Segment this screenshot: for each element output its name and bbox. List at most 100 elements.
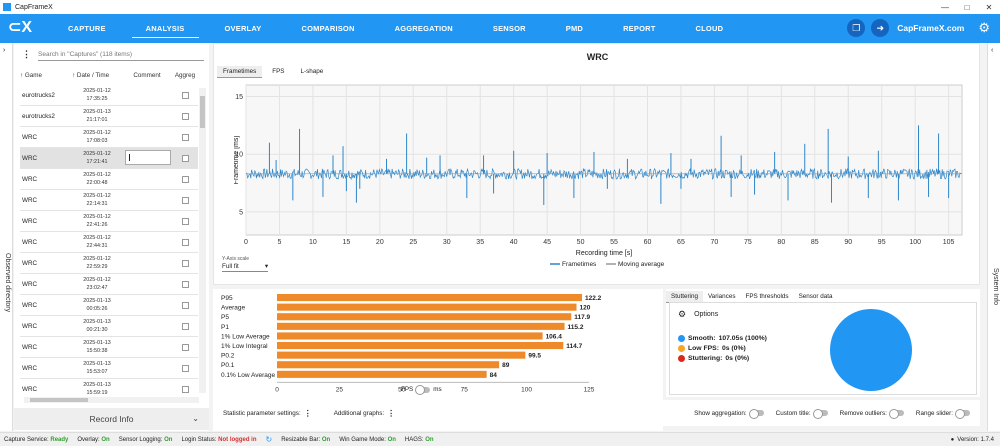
chart-tab-frametimes[interactable]: Frametimes bbox=[217, 66, 263, 78]
fps-ms-toggle[interactable]: FPS ms bbox=[401, 385, 442, 395]
capture-comment[interactable] bbox=[122, 358, 172, 378]
more-vert-icon[interactable]: ⋮ bbox=[22, 49, 31, 59]
system-info-sidebar[interactable]: ‹ System Info bbox=[987, 43, 1000, 431]
capture-comment[interactable] bbox=[122, 379, 172, 395]
capture-comment[interactable] bbox=[122, 337, 172, 357]
aggregation-checkbox[interactable] bbox=[181, 280, 189, 288]
capture-comment[interactable] bbox=[122, 169, 172, 189]
x-tick-label: 20 bbox=[376, 239, 384, 246]
capture-comment[interactable] bbox=[122, 232, 172, 252]
capture-comment[interactable] bbox=[122, 316, 172, 336]
minimize-icon[interactable]: — bbox=[941, 2, 949, 12]
gear-icon[interactable]: ⚙ bbox=[978, 20, 990, 35]
toggle-remove-outliers[interactable]: Remove outliers: bbox=[840, 408, 904, 419]
aggregation-checkbox[interactable] bbox=[181, 301, 189, 309]
nav-tab-capture[interactable]: CAPTURE bbox=[68, 24, 106, 33]
aggregation-checkbox[interactable] bbox=[181, 322, 189, 330]
toggle-custom-title[interactable]: Custom title: bbox=[776, 408, 828, 419]
search-input[interactable]: Search in "Captures" (118 items) bbox=[38, 48, 204, 61]
aggregation-checkbox[interactable] bbox=[181, 238, 189, 246]
aggregation-checkbox[interactable] bbox=[181, 343, 189, 351]
aggregation-checkbox[interactable] bbox=[181, 154, 189, 162]
capture-comment[interactable] bbox=[122, 85, 172, 105]
overlay-window-icon[interactable]: ❐ bbox=[847, 19, 866, 37]
toggle-switch[interactable] bbox=[812, 408, 828, 419]
aggregation-checkbox[interactable] bbox=[181, 133, 189, 141]
capture-comment[interactable] bbox=[122, 211, 172, 231]
capture-comment[interactable] bbox=[122, 127, 172, 147]
capture-row[interactable]: eurotrucks2 2025-01-13 21:17:01 bbox=[20, 106, 198, 127]
refresh-icon[interactable]: ↻ bbox=[265, 435, 273, 444]
comment-edit-field[interactable] bbox=[125, 150, 171, 165]
aggregation-checkbox[interactable] bbox=[181, 364, 189, 372]
nav-tab-overlay[interactable]: OVERLAY bbox=[224, 24, 262, 33]
capture-row[interactable]: WRC 2025-01-13 15:53:07 bbox=[20, 358, 198, 379]
toggle-switch[interactable] bbox=[748, 408, 764, 419]
capture-row[interactable]: WRC 2025-01-12 22:14:31 bbox=[20, 190, 198, 211]
chevron-right-icon[interactable]: › bbox=[3, 47, 6, 54]
toggle-switch[interactable] bbox=[888, 408, 904, 419]
nav-tab-report[interactable]: REPORT bbox=[623, 24, 656, 33]
nav-tab-pmd[interactable]: PMD bbox=[565, 24, 584, 33]
close-icon[interactable]: ✕ bbox=[985, 2, 993, 12]
options-button[interactable]: ⚙ Options bbox=[678, 309, 718, 320]
chart-tab-fps[interactable]: FPS bbox=[272, 68, 285, 75]
chevron-left-icon[interactable]: ‹ bbox=[991, 47, 994, 54]
more-vert-icon[interactable]: ⋮ bbox=[387, 408, 396, 418]
record-info-expander[interactable]: Record Info ⌄ bbox=[14, 408, 209, 430]
capture-comment[interactable] bbox=[122, 190, 172, 210]
fps-ms-switch[interactable] bbox=[415, 385, 431, 395]
list-horizontal-scrollbar[interactable] bbox=[24, 397, 199, 403]
aggregation-checkbox[interactable] bbox=[181, 196, 189, 204]
stats-tab-fps-thresholds[interactable]: FPS thresholds bbox=[745, 293, 789, 300]
nav-tab-analysis[interactable]: ANALYSIS bbox=[126, 14, 205, 43]
capture-row[interactable]: WRC 2025-01-13 15:59:19 bbox=[20, 379, 198, 395]
aggregation-checkbox[interactable] bbox=[181, 385, 189, 393]
nav-tab-cloud[interactable]: CLOUD bbox=[695, 24, 724, 33]
capture-row[interactable]: WRC 2025-01-13 15:50:38 bbox=[20, 337, 198, 358]
capture-row[interactable]: WRC 2025-01-13 00:21:30 bbox=[20, 316, 198, 337]
capture-comment[interactable] bbox=[122, 295, 172, 315]
capture-comment[interactable] bbox=[122, 148, 172, 168]
col-comment[interactable]: Comment bbox=[133, 71, 161, 79]
more-vert-icon[interactable]: ⋮ bbox=[303, 408, 312, 418]
capframex-logo-icon[interactable]: ⊂X bbox=[8, 19, 33, 36]
toggle-range-slider[interactable]: Range slider: bbox=[916, 408, 970, 419]
observed-directory-sidebar[interactable]: › Observed directory bbox=[0, 43, 13, 431]
capture-row[interactable]: WRC 2025-01-12 22:44:31 bbox=[20, 232, 198, 253]
toggle-switch[interactable] bbox=[955, 408, 970, 419]
y-axis-scale-select[interactable]: Full fit ▾ bbox=[222, 263, 268, 272]
chart-tab-l-shape[interactable]: L-shape bbox=[300, 68, 324, 75]
capture-row[interactable]: WRC 2025-01-12 23:02:47 bbox=[20, 274, 198, 295]
col-aggreg[interactable]: Aggreg bbox=[174, 71, 196, 79]
capture-row[interactable]: eurotrucks2 2025-01-12 17:35:25 bbox=[20, 85, 198, 106]
additional-graphs[interactable]: Additional graphs: ⋮ bbox=[334, 409, 395, 418]
nav-tab-aggregation[interactable]: AGGREGATION bbox=[394, 24, 453, 33]
toggle-show-aggregation[interactable]: Show aggregation: bbox=[694, 408, 764, 419]
aggregation-checkbox[interactable] bbox=[181, 259, 189, 267]
aggregation-checkbox[interactable] bbox=[181, 91, 189, 99]
nav-tab-comparison[interactable]: COMPARISON bbox=[301, 24, 355, 33]
stats-tab-variances[interactable]: Variances bbox=[707, 293, 736, 300]
aggregation-checkbox[interactable] bbox=[181, 112, 189, 120]
col-game[interactable]: ↑ Game bbox=[20, 71, 43, 79]
capture-row[interactable]: WRC 2025-01-12 22:41:26 bbox=[20, 211, 198, 232]
site-link[interactable]: CapFrameX.com bbox=[897, 23, 965, 33]
capture-comment[interactable] bbox=[122, 253, 172, 273]
capture-row[interactable]: WRC 2025-01-12 17:08:03 bbox=[20, 127, 198, 148]
login-icon[interactable]: ➜ bbox=[871, 19, 890, 37]
capture-row[interactable]: WRC 2025-01-12 22:59:29 bbox=[20, 253, 198, 274]
stats-tab-sensor-data[interactable]: Sensor data bbox=[798, 293, 833, 300]
aggregation-checkbox[interactable] bbox=[181, 175, 189, 183]
capture-comment[interactable] bbox=[122, 106, 172, 126]
capture-row[interactable]: WRC 2025-01-12 17:21:41 bbox=[20, 148, 198, 169]
list-vertical-scrollbar[interactable] bbox=[199, 88, 206, 393]
nav-tab-sensor[interactable]: SENSOR bbox=[492, 24, 526, 33]
maximize-icon[interactable]: □ bbox=[964, 2, 970, 12]
col-date[interactable]: ↑ Date / Time bbox=[72, 71, 110, 79]
aggregation-checkbox[interactable] bbox=[181, 217, 189, 225]
capture-comment[interactable] bbox=[122, 274, 172, 294]
statistic-parameter-settings[interactable]: Statistic parameter settings: ⋮ bbox=[223, 409, 312, 418]
capture-row[interactable]: WRC 2025-01-13 00:05:26 bbox=[20, 295, 198, 316]
capture-row[interactable]: WRC 2025-01-12 22:00:48 bbox=[20, 169, 198, 190]
